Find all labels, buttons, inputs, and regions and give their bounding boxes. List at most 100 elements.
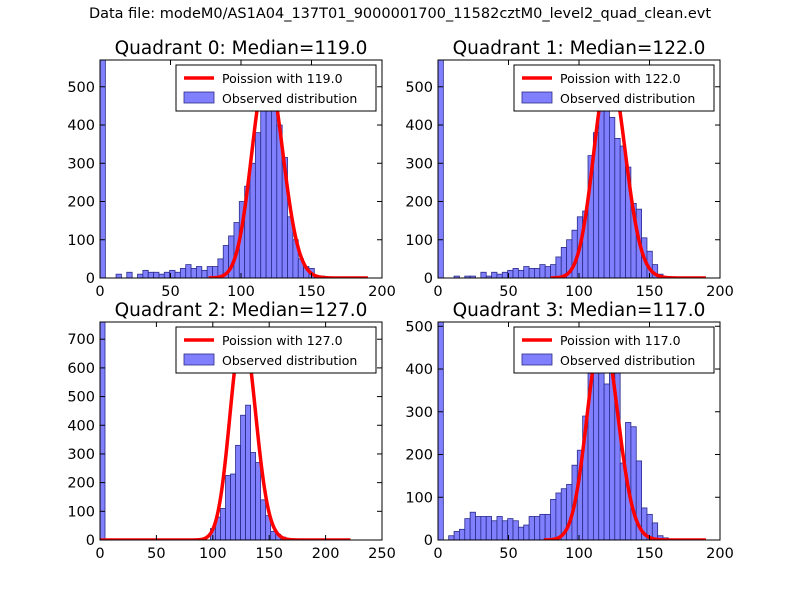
y-tick-label: 0 [86, 533, 95, 549]
histogram-bar [249, 162, 256, 278]
x-tick-label: 150 [636, 546, 664, 562]
legend-label-observed: Observed distribution [560, 353, 695, 368]
y-tick-label: 0 [424, 271, 433, 287]
histogram-bar [528, 268, 535, 278]
quadrant-2-legend: Poission with 127.0 Observed distribution [175, 326, 377, 374]
x-tick-label: 200 [312, 546, 340, 562]
histogram-bar [255, 462, 262, 540]
histogram-bar [225, 475, 231, 540]
y-tick-label: 500 [67, 80, 95, 96]
histogram-bar [539, 264, 546, 278]
y-tick-label: 100 [67, 233, 95, 249]
legend-bar-swatch [521, 91, 553, 104]
legend-bar-swatch [183, 353, 215, 366]
legend-label-poisson: Poission with 122.0 [560, 71, 681, 86]
y-tick-label: 400 [405, 362, 433, 378]
y-tick-label: 200 [405, 195, 433, 211]
quadrant-0-title: Quadrant 0: Median=119.0 [115, 38, 368, 59]
y-tick-label: 300 [67, 156, 95, 172]
legend-label-poisson: Poission with 127.0 [222, 333, 343, 348]
quadrant-0-bars [100, 60, 326, 278]
y-tick-label: 200 [67, 195, 95, 211]
histogram-bar [254, 132, 262, 278]
histogram-bar [544, 266, 551, 278]
histogram-bar [544, 513, 551, 540]
histogram-bar [185, 264, 192, 278]
histogram-bar [485, 516, 492, 540]
histogram-bar [609, 116, 616, 278]
quadrant-0-legend: Poission with 119.0 Observed distribution [175, 64, 377, 112]
y-tick-label: 100 [405, 490, 433, 506]
x-tick-label: 200 [706, 546, 734, 562]
quadrant-1-panel: 0 50 100 150 200 0 100 200 300 400 500 Quadrant 1: … [405, 38, 734, 300]
quadrant-1-title: Quadrant 1: Median=122.0 [453, 38, 706, 59]
quadrant-2-title: Quadrant 2: Median=127.0 [115, 300, 368, 321]
x-tick-label: 50 [161, 284, 179, 300]
x-tick-label: 150 [636, 284, 664, 300]
y-tick-label: 500 [405, 319, 433, 335]
histogram-bar [603, 109, 610, 278]
histogram-bar [491, 271, 498, 278]
y-tick-label: 500 [67, 390, 95, 406]
histogram-bar [235, 444, 241, 540]
histogram-bar [517, 269, 525, 278]
histogram-bar [550, 498, 557, 540]
y-tick-label: 300 [405, 156, 433, 172]
y-tick-label: 200 [67, 476, 95, 492]
histogram-bar [158, 273, 165, 278]
x-tick-label: 0 [433, 546, 442, 562]
x-tick-label: 100 [565, 546, 593, 562]
histogram-bar [179, 268, 187, 278]
histogram-bar [523, 524, 530, 540]
y-tick-label: 0 [86, 271, 95, 287]
legend-bar-swatch [521, 353, 553, 366]
histogram-bar [651, 522, 659, 540]
legend-label-observed: Observed distribution [560, 91, 695, 106]
x-tick-label: 0 [95, 546, 104, 562]
y-tick-label: 300 [67, 447, 95, 463]
histogram-bar [196, 266, 203, 278]
y-tick-label: 600 [67, 361, 95, 377]
y-tick-label: 100 [405, 233, 433, 249]
histogram-bar [260, 103, 267, 278]
quadrant-3-panel: 0 50 100 150 200 0 100 200 300 400 500 Quadrant 3: … [405, 300, 734, 562]
histogram-bar [598, 99, 605, 278]
histogram-bar [137, 273, 144, 278]
histogram-bar [534, 268, 541, 278]
poisson-curve [542, 330, 707, 540]
histogram-bar [555, 256, 562, 278]
legend-label-poisson: Poission with 117.0 [560, 333, 681, 348]
histogram-bar [448, 535, 455, 540]
histogram-bar [459, 528, 466, 540]
quadrant-2-bars [100, 322, 287, 540]
x-tick-label: 150 [298, 284, 326, 300]
y-tick-label: 0 [424, 533, 433, 549]
histogram-bar [555, 492, 562, 540]
histogram-bar [512, 268, 519, 278]
histogram-bar [603, 383, 610, 540]
poisson-curve [100, 328, 352, 540]
x-tick-label: 200 [706, 284, 734, 300]
quadrant-3-legend: Poission with 117.0 Observed distribution [513, 326, 715, 374]
legend-bar-swatch [183, 91, 215, 104]
histogram-bar [230, 473, 236, 540]
y-tick-label: 400 [67, 418, 95, 434]
histogram-bar [153, 271, 160, 278]
histogram-bar [438, 60, 444, 278]
histogram-bar [635, 460, 643, 540]
histogram-bar [501, 271, 509, 278]
histogram-bar [496, 516, 503, 540]
histogram-bar [517, 526, 525, 540]
histogram-bar [265, 97, 272, 278]
y-tick-label: 200 [405, 448, 433, 464]
y-tick-label: 300 [405, 405, 433, 421]
quadrant-0-panel: 0 50 100 150 200 0 100 200 300 400 500 Quadrant 0: … [67, 38, 396, 300]
quadrant-3-title: Quadrant 3: Median=117.0 [453, 300, 706, 321]
histogram-bar [534, 516, 541, 540]
x-tick-label: 50 [499, 546, 517, 562]
x-tick-label: 0 [433, 284, 442, 300]
histogram-bar [438, 322, 444, 540]
histogram-bar [190, 268, 197, 278]
legend-label-observed: Observed distribution [222, 353, 357, 368]
y-tick-label: 400 [405, 118, 433, 134]
